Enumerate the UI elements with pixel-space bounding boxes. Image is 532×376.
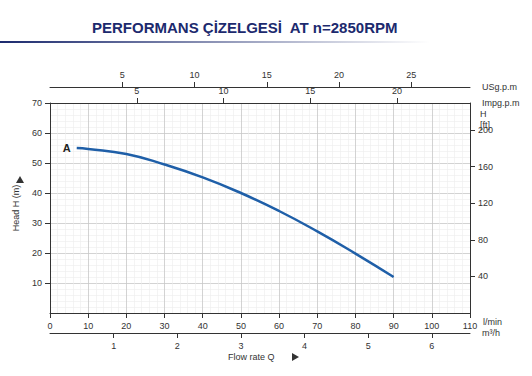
svg-text:5: 5: [366, 341, 371, 351]
svg-text:6: 6: [429, 341, 434, 351]
svg-text:120: 120: [478, 198, 493, 208]
svg-text:200: 200: [478, 125, 493, 135]
svg-text:1: 1: [111, 341, 116, 351]
svg-text:20: 20: [32, 248, 42, 258]
svg-text:20: 20: [392, 86, 402, 96]
svg-text:50: 50: [236, 321, 246, 331]
svg-text:5: 5: [134, 86, 139, 96]
svg-text:80: 80: [478, 235, 488, 245]
svg-text:80: 80: [350, 321, 360, 331]
svg-text:160: 160: [478, 162, 493, 172]
svg-text:20: 20: [334, 70, 344, 80]
svg-text:10: 10: [32, 278, 42, 288]
svg-text:10: 10: [190, 70, 200, 80]
svg-text:90: 90: [389, 321, 399, 331]
svg-text:15: 15: [262, 70, 272, 80]
svg-text:A: A: [63, 142, 71, 154]
svg-text:0: 0: [47, 321, 52, 331]
svg-text:30: 30: [32, 218, 42, 228]
svg-text:100: 100: [424, 321, 439, 331]
svg-text:110: 110: [463, 321, 477, 331]
svg-text:40: 40: [32, 188, 42, 198]
svg-text:60: 60: [274, 321, 284, 331]
svg-text:5: 5: [120, 70, 125, 80]
svg-text:70: 70: [312, 321, 322, 331]
svg-text:30: 30: [160, 321, 170, 331]
svg-text:USg.p.m: USg.p.m: [482, 82, 517, 92]
svg-text:4: 4: [302, 341, 307, 351]
svg-text:25: 25: [406, 70, 416, 80]
svg-text:H: H: [480, 109, 487, 119]
svg-text:3: 3: [238, 341, 243, 351]
svg-text:PERFORMANS ÇİZELGESİ AT n=285: PERFORMANS ÇİZELGESİ AT n=2850RPM: [92, 19, 397, 36]
svg-text:Flow rate Q: Flow rate Q: [228, 352, 275, 362]
svg-text:60: 60: [32, 128, 42, 138]
svg-text:10: 10: [83, 321, 93, 331]
svg-text:Head H (m): Head H (m): [11, 185, 21, 232]
svg-text:10: 10: [219, 86, 229, 96]
svg-text:15: 15: [305, 86, 315, 96]
svg-text:70: 70: [32, 98, 42, 108]
svg-text:50: 50: [32, 158, 42, 168]
svg-text:Impg.p.m: Impg.p.m: [482, 98, 520, 108]
svg-text:40: 40: [478, 271, 488, 281]
svg-text:20: 20: [121, 321, 131, 331]
svg-text:40: 40: [198, 321, 208, 331]
svg-text:l/min: l/min: [483, 317, 502, 327]
svg-text:m³/h: m³/h: [482, 328, 500, 338]
svg-text:2: 2: [175, 341, 180, 351]
